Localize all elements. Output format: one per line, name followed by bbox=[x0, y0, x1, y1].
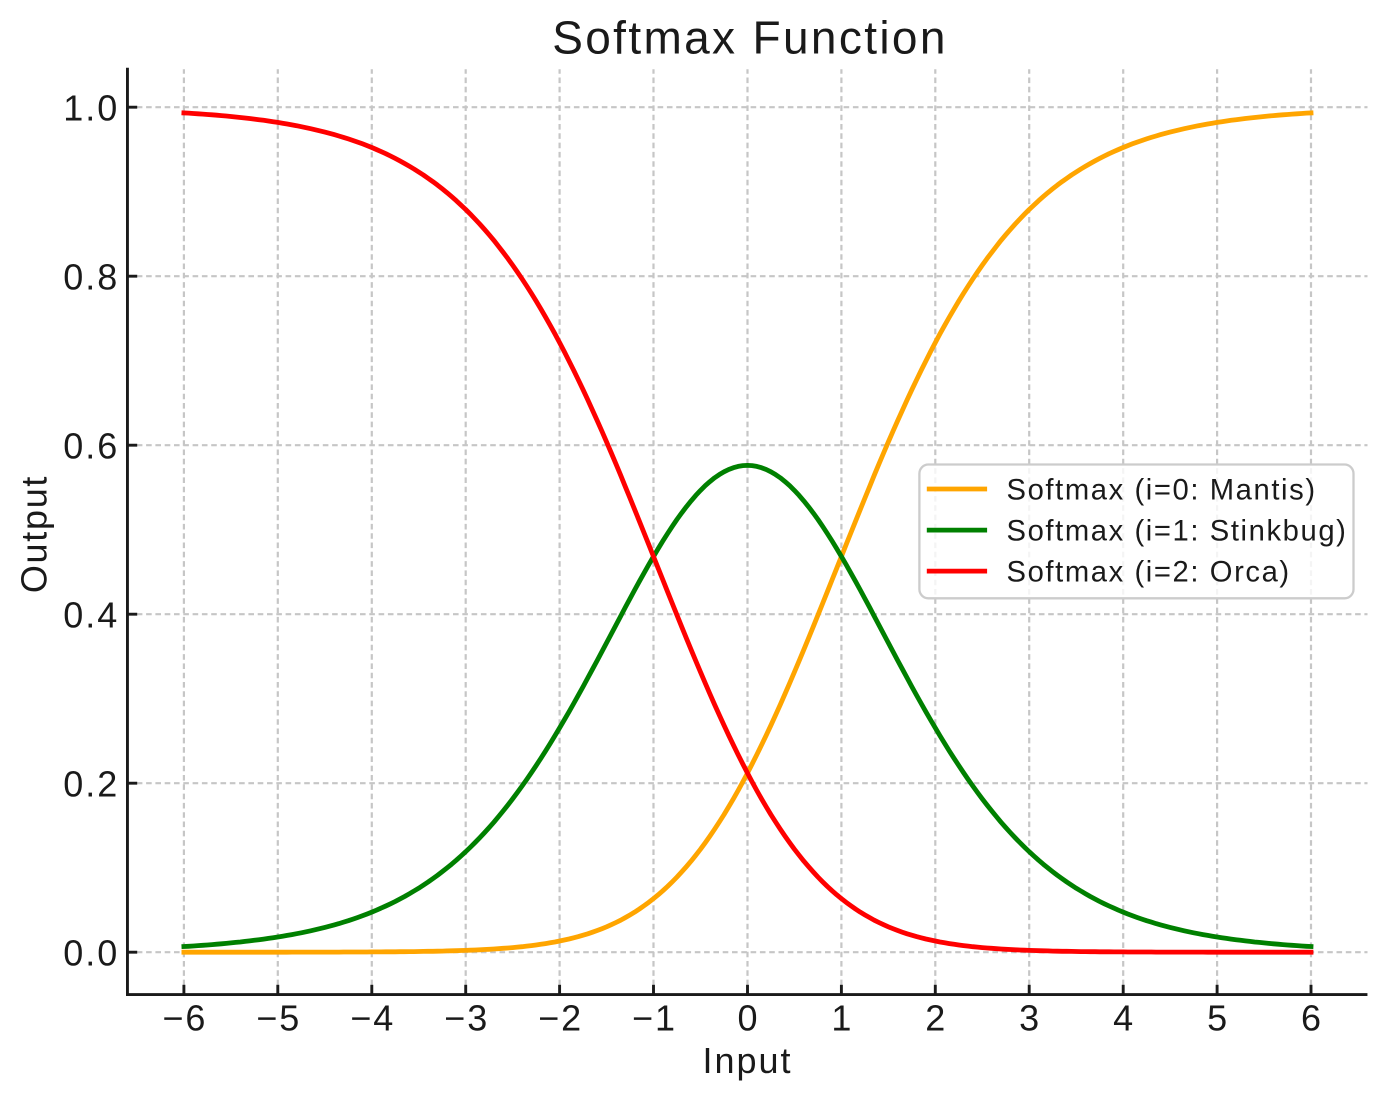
svg-text:1: 1 bbox=[831, 998, 853, 1039]
svg-text:0.2: 0.2 bbox=[63, 764, 119, 805]
svg-text:1.0: 1.0 bbox=[63, 88, 119, 129]
svg-text:Softmax (i=1: Stinkbug): Softmax (i=1: Stinkbug) bbox=[1007, 515, 1348, 547]
svg-text:6: 6 bbox=[1301, 998, 1323, 1039]
svg-text:2: 2 bbox=[925, 998, 947, 1039]
svg-text:Softmax (i=2: Orca): Softmax (i=2: Orca) bbox=[1007, 556, 1291, 588]
svg-text:3: 3 bbox=[1019, 998, 1041, 1039]
svg-text:0: 0 bbox=[737, 998, 759, 1039]
svg-text:−1: −1 bbox=[632, 998, 677, 1039]
svg-text:4: 4 bbox=[1113, 998, 1135, 1039]
svg-text:5: 5 bbox=[1207, 998, 1229, 1039]
svg-text:−6: −6 bbox=[162, 998, 207, 1039]
svg-text:Output: Output bbox=[14, 475, 55, 593]
svg-text:Input: Input bbox=[702, 1040, 792, 1081]
svg-text:−3: −3 bbox=[444, 998, 489, 1039]
svg-text:Softmax (i=0: Mantis): Softmax (i=0: Mantis) bbox=[1007, 474, 1317, 506]
svg-text:−5: −5 bbox=[256, 998, 301, 1039]
svg-text:0.4: 0.4 bbox=[63, 595, 119, 636]
svg-text:0.8: 0.8 bbox=[63, 257, 119, 298]
svg-text:−4: −4 bbox=[350, 998, 395, 1039]
svg-text:Softmax Function: Softmax Function bbox=[552, 11, 948, 63]
svg-text:−2: −2 bbox=[538, 998, 583, 1039]
svg-text:0.0: 0.0 bbox=[63, 933, 119, 974]
svg-text:0.6: 0.6 bbox=[63, 426, 119, 467]
